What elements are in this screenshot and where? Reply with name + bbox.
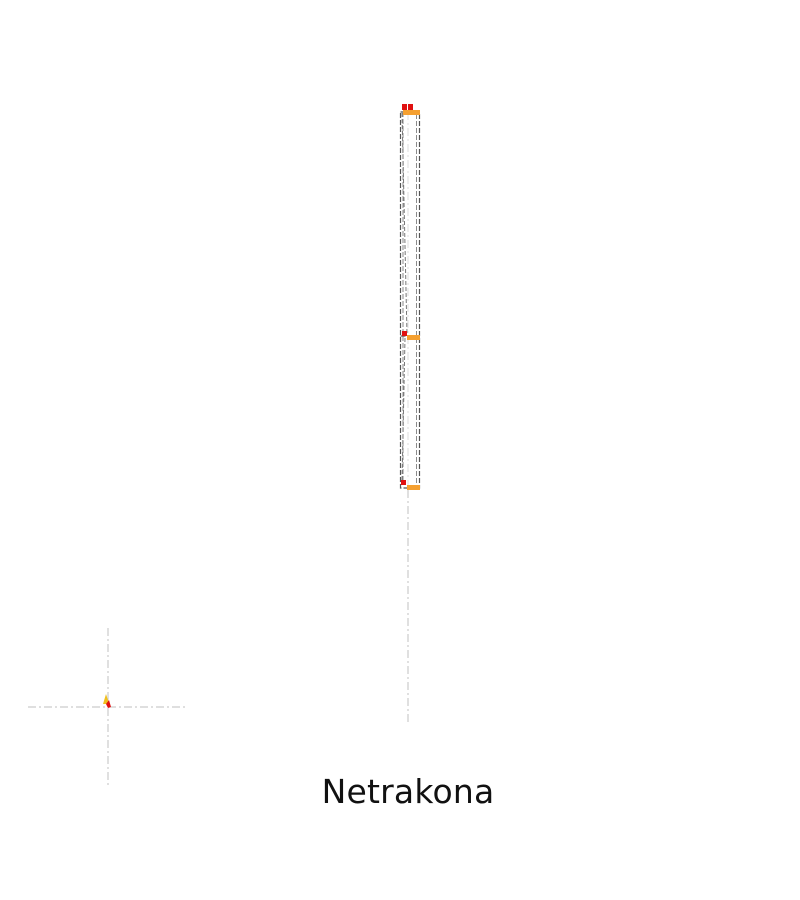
marker-top-orange: [403, 110, 420, 115]
marker-middle-red: [402, 331, 407, 336]
point-marker-red: [106, 700, 111, 708]
marker-top-red-right: [408, 104, 413, 110]
marker-top-red-left: [402, 104, 407, 110]
tall-shape-diagonal-lower: [401, 337, 406, 483]
marker-middle-orange: [407, 335, 420, 340]
marker-bottom-orange: [407, 485, 420, 490]
tall-shape-diagonal-upper: [401, 112, 408, 335]
markers: [401, 104, 420, 490]
point-marker: [103, 694, 111, 708]
marker-bottom-red: [401, 480, 406, 485]
tall-shape: [399, 111, 421, 489]
diagram-caption: Netrakona: [321, 772, 495, 811]
